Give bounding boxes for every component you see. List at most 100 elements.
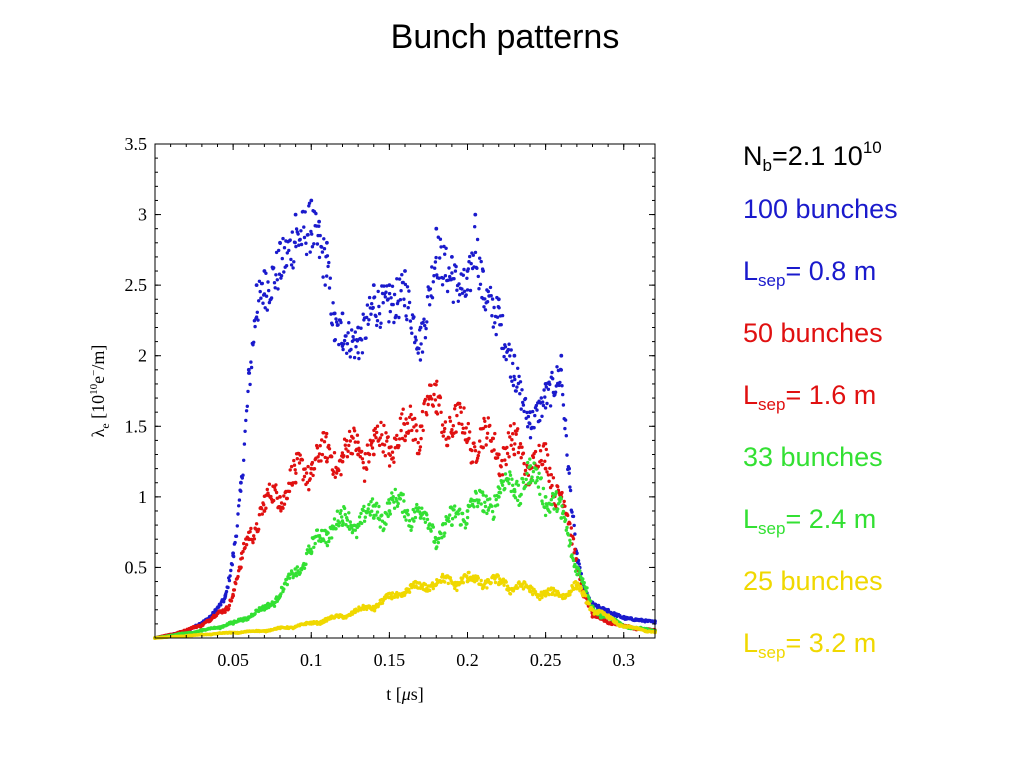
data-point [423,397,428,402]
data-point [483,419,487,423]
data-point [259,296,263,300]
data-point [397,277,402,281]
data-point [480,490,485,494]
data-point [402,304,407,308]
data-point [469,261,473,266]
data-point [417,451,421,456]
data-point [438,395,443,400]
data-point [389,296,393,300]
data-point [260,512,264,516]
data-point [465,288,470,292]
data-point [440,423,445,427]
data-point [383,295,387,299]
data-point-sample [223,607,228,612]
data-point [518,392,522,396]
data-point [294,227,299,231]
data-point [568,488,573,493]
data-point-sample [621,614,626,619]
data-point [557,383,561,388]
data-point [509,348,513,352]
data-point [386,514,390,519]
data-point [410,331,414,335]
data-point [454,430,458,434]
data-point [500,458,504,463]
data-point [380,433,384,437]
data-point [525,471,529,476]
data-point [508,354,512,358]
data-point [407,590,412,594]
data-point [295,565,299,569]
data-point [484,494,488,498]
data-point [460,287,464,291]
data-point [522,461,526,466]
data-point [367,318,371,322]
data-point [421,428,425,433]
data-point [440,572,445,577]
data-point [505,445,509,450]
data-point [407,429,411,433]
data-point [490,504,494,508]
data-point-sample [481,269,485,273]
data-point [363,515,367,519]
data-point [433,398,438,402]
data-point [401,280,405,285]
data-point [371,305,375,310]
data-point [307,488,311,492]
data-point [310,232,314,236]
data-point [453,269,458,273]
data-point [583,594,588,598]
data-point [398,416,403,420]
data-point [570,510,574,514]
data-point [379,321,383,325]
data-point [547,479,551,483]
data-point [251,540,255,545]
data-point [400,273,404,277]
data-point-sample [246,367,251,372]
data-point [548,382,552,387]
data-point [253,612,257,616]
data-point [355,535,359,540]
legend-entry-lsep-1-6: Lsep= 1.6 m [743,380,877,415]
data-point [407,587,411,592]
data-point [317,224,321,228]
data-point [431,525,435,529]
data-point [518,501,523,506]
data-point [535,408,539,412]
data-point-sample [575,586,579,591]
data-point [292,458,296,463]
data-point [388,453,392,457]
data-point [465,276,469,280]
data-point [398,497,403,501]
data-point [481,426,485,431]
data-point [429,529,433,533]
data-point [538,418,542,423]
data-point [464,293,468,297]
data-point [533,590,538,594]
data-point [442,429,446,434]
data-point [531,592,535,597]
data-point [504,580,508,584]
data-point [473,225,477,229]
data-point [424,326,428,331]
data-point [309,229,313,234]
data-point [323,283,327,287]
x-tick-label: 0.3 [613,650,636,670]
data-point [468,430,472,434]
data-point [472,505,476,509]
data-point [543,459,547,463]
data-point [485,436,489,440]
data-point [322,237,326,241]
data-point [528,457,532,461]
data-point [586,595,591,599]
data-point [513,377,517,382]
data-point [443,531,447,535]
data-point-sample [309,622,314,626]
data-point [274,273,278,277]
data-point [459,410,463,414]
data-point [390,450,395,454]
series-2 [153,457,657,640]
data-point [549,473,553,477]
data-point [465,522,469,526]
data-point [322,538,326,543]
data-point [364,336,368,340]
